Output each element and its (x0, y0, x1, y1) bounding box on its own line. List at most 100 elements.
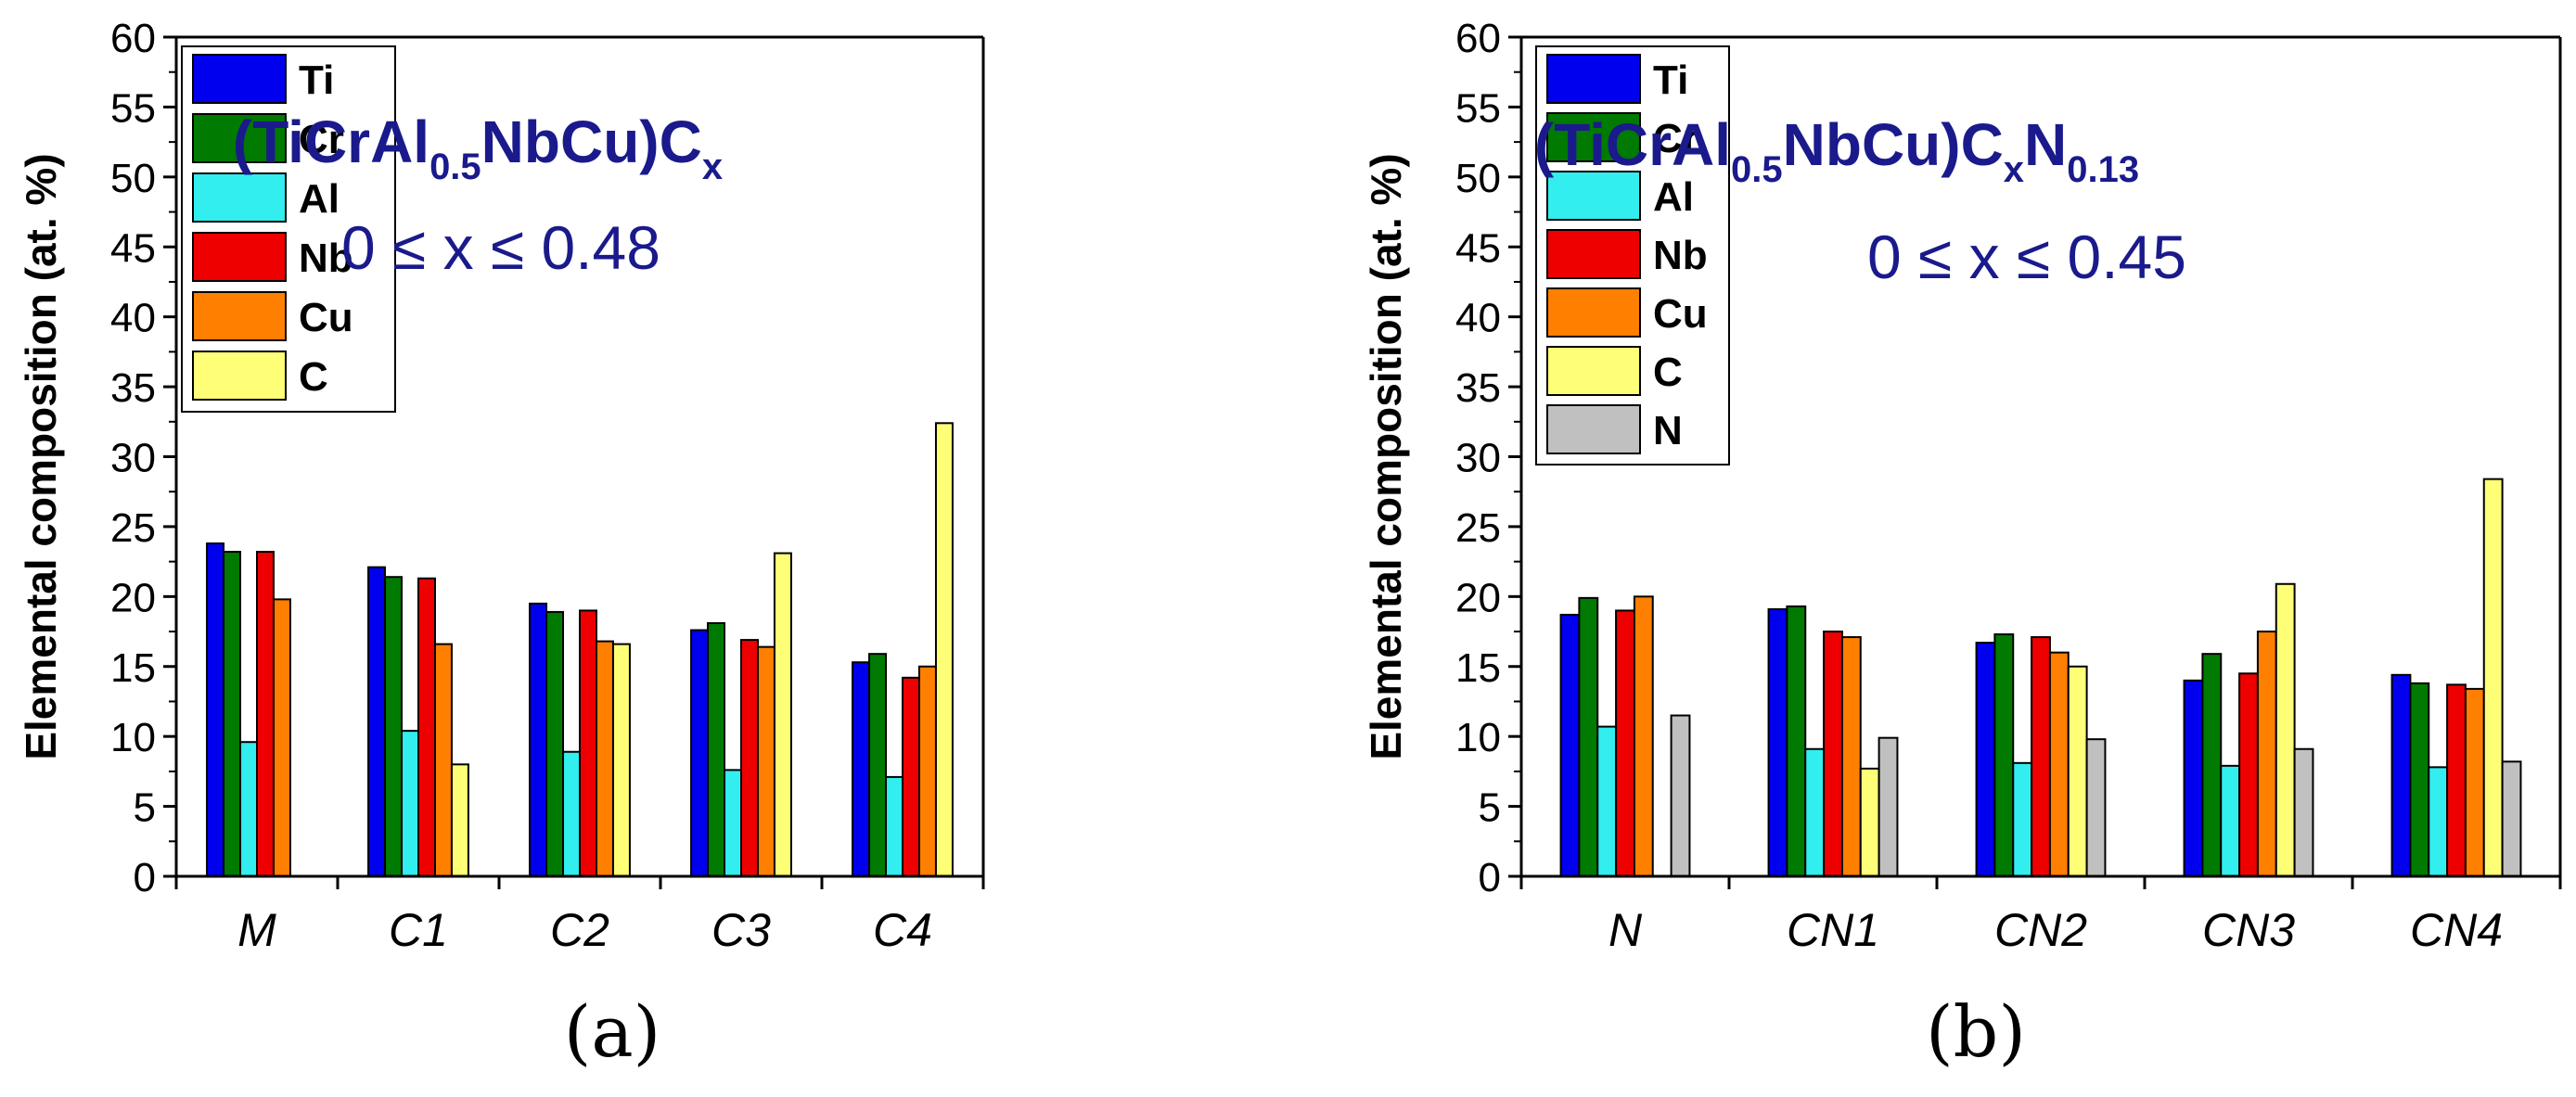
bar-ti-cn1 (1767, 607, 1788, 877)
y-tick-label: 35 (1455, 365, 1501, 411)
bar-ti-cn3 (2183, 679, 2204, 877)
bar-cr-c2 (545, 610, 565, 877)
bar-cu-c4 (917, 665, 937, 877)
bar-ti-m (206, 542, 225, 877)
y-tick-label: 60 (110, 16, 156, 61)
bar-al-cn2 (2012, 761, 2033, 878)
legend-swatch-cr (192, 113, 287, 163)
y-tick-label: 15 (110, 645, 156, 691)
bar-c-cn2 (2067, 665, 2088, 877)
bar-ti-c2 (529, 602, 548, 877)
bar-nb-cn4 (2446, 683, 2467, 877)
y-tick-label: 20 (110, 575, 156, 620)
x-tick-label: CN4 (2410, 904, 2503, 956)
y-tick-label: 55 (110, 85, 156, 131)
bar-al-c4 (885, 775, 904, 877)
bar-ti-c3 (690, 629, 710, 877)
bar-al-c2 (562, 750, 582, 878)
y-tick-label: 5 (134, 785, 156, 831)
bar-al-c1 (401, 730, 419, 878)
legend-label-cu: Cu (299, 295, 353, 340)
bar-ti-c1 (367, 566, 387, 877)
bar-al-c3 (724, 769, 743, 877)
bar-nb-n (1615, 609, 1635, 878)
bar-cu-c2 (595, 640, 614, 877)
bar-cu-m (272, 598, 291, 877)
y-tick-label: 45 (110, 225, 156, 271)
y-tick-label: 5 (1479, 785, 1501, 831)
bar-ti-cn4 (2390, 673, 2412, 877)
bar-n-cn3 (2293, 747, 2314, 877)
y-tick-label: 40 (110, 296, 156, 341)
bar-cr-c4 (868, 653, 888, 877)
bar-al-m (239, 741, 258, 878)
y-tick-label: 20 (1455, 575, 1501, 620)
bar-n-cn4 (2501, 760, 2522, 877)
chart-panel-b: 0 5 10 15 20 25 30 35 40 45 50 55 60 N CN1 CN2 CN3 CN4 Ele… (1362, 16, 2562, 956)
bar-nb-cn2 (2031, 636, 2051, 877)
bar-ti-c4 (852, 661, 871, 877)
legend-label-c: C (1653, 350, 1683, 395)
bar-nb-cn1 (1823, 631, 1843, 878)
y-tick-label: 30 (1455, 436, 1501, 481)
y-tick-label: 55 (1455, 85, 1501, 131)
bar-cr-c3 (707, 621, 726, 877)
bar-cr-cn1 (1786, 605, 1807, 877)
legend-label-cr: Cr (1653, 116, 1698, 161)
bar-c-c4 (934, 422, 954, 877)
bar-c-c1 (450, 763, 469, 877)
bar-cr-cn4 (2409, 682, 2430, 877)
panel-label-a: (a) (563, 990, 661, 1073)
bar-al-cn4 (2428, 766, 2449, 877)
y-tick-label: 25 (1455, 505, 1501, 551)
legend-swatch-ti (192, 54, 287, 104)
legend-label-n: N (1653, 408, 1683, 453)
x-tick-label: C2 (550, 904, 609, 956)
bar-c-cn4 (2482, 478, 2504, 878)
bar-nb-c2 (579, 609, 597, 878)
bar-n-n (1670, 714, 1691, 878)
bar-c-cn3 (2275, 582, 2296, 878)
y-tick-label: 0 (134, 855, 156, 900)
bar-nb-c1 (417, 577, 436, 877)
legend-swatch-ti (1546, 54, 1641, 104)
y-tick-label: 0 (1479, 855, 1501, 900)
legend-swatch-al (1546, 171, 1641, 221)
legend-label-cr: Cr (299, 117, 344, 162)
y-tick-label: 45 (1455, 225, 1501, 271)
panel-label-b: (b) (1926, 990, 2026, 1073)
chart-title: (TiCrAl0.5NbCu)CxN0.13 (1534, 111, 2139, 190)
legend-swatch-nb (1546, 229, 1641, 279)
legend-label-cu: Cu (1653, 291, 1708, 337)
x-tick-label: C4 (873, 904, 932, 956)
y-axis-label: Elemental composition (at. %) (1362, 153, 1410, 759)
legend-label-al: Al (299, 176, 340, 222)
legend-swatch-cu (192, 291, 287, 341)
bar-al-cn3 (2220, 764, 2241, 878)
bar-al-n (1596, 725, 1618, 877)
x-tick-label: C1 (389, 904, 448, 956)
legend-label-ti: Ti (299, 57, 334, 103)
bar-c-cn1 (1859, 767, 1880, 878)
bar-c-c3 (773, 552, 792, 877)
x-tick-label: M (237, 904, 276, 956)
chart-title: (TiCrAl0.5NbCu)Cx (233, 108, 723, 187)
bar-c-c2 (611, 643, 631, 877)
bar-cr-m (223, 551, 242, 877)
y-tick-label: 60 (1455, 16, 1501, 61)
y-tick-label: 10 (110, 715, 156, 760)
bar-cr-cn2 (1993, 633, 2015, 878)
bar-cu-n (1633, 595, 1654, 877)
bar-nb-c3 (740, 639, 759, 878)
y-tick-label: 35 (110, 365, 156, 411)
chart-subtitle: 0 ≤ x ≤ 0.48 (341, 213, 660, 282)
bar-cu-cn3 (2256, 631, 2277, 878)
legend-swatch-cu (1546, 287, 1641, 338)
bar-nb-m (256, 551, 275, 877)
bar-nb-cn3 (2238, 672, 2259, 878)
bar-al-cn1 (1804, 747, 1826, 877)
x-tick-label: C3 (711, 904, 771, 956)
y-tick-label: 30 (110, 436, 156, 481)
x-tick-label: CN1 (1787, 904, 1879, 956)
